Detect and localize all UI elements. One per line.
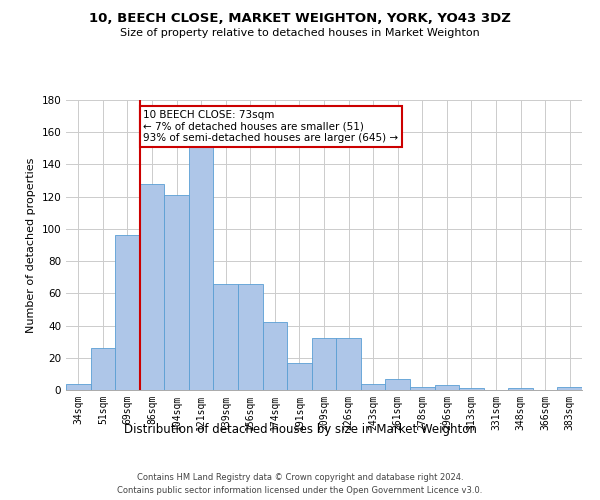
Bar bbox=[238, 284, 263, 390]
Y-axis label: Number of detached properties: Number of detached properties bbox=[26, 158, 36, 332]
Bar bbox=[214, 284, 238, 390]
Bar bbox=[385, 378, 410, 390]
Text: 10 BEECH CLOSE: 73sqm
← 7% of detached houses are smaller (51)
93% of semi-detac: 10 BEECH CLOSE: 73sqm ← 7% of detached h… bbox=[143, 110, 398, 143]
Bar bbox=[66, 384, 91, 390]
Bar bbox=[410, 387, 434, 390]
Text: Contains HM Land Registry data © Crown copyright and database right 2024.: Contains HM Land Registry data © Crown c… bbox=[137, 472, 463, 482]
Bar bbox=[508, 388, 533, 390]
Bar bbox=[115, 236, 140, 390]
Text: Distribution of detached houses by size in Market Weighton: Distribution of detached houses by size … bbox=[124, 422, 476, 436]
Text: Contains public sector information licensed under the Open Government Licence v3: Contains public sector information licen… bbox=[118, 486, 482, 495]
Bar bbox=[287, 362, 312, 390]
Bar bbox=[336, 338, 361, 390]
Bar bbox=[459, 388, 484, 390]
Bar bbox=[557, 387, 582, 390]
Bar bbox=[164, 195, 189, 390]
Bar bbox=[361, 384, 385, 390]
Bar bbox=[189, 145, 214, 390]
Bar bbox=[91, 348, 115, 390]
Bar bbox=[140, 184, 164, 390]
Bar bbox=[263, 322, 287, 390]
Bar bbox=[434, 385, 459, 390]
Text: 10, BEECH CLOSE, MARKET WEIGHTON, YORK, YO43 3DZ: 10, BEECH CLOSE, MARKET WEIGHTON, YORK, … bbox=[89, 12, 511, 26]
Bar bbox=[312, 338, 336, 390]
Text: Size of property relative to detached houses in Market Weighton: Size of property relative to detached ho… bbox=[120, 28, 480, 38]
